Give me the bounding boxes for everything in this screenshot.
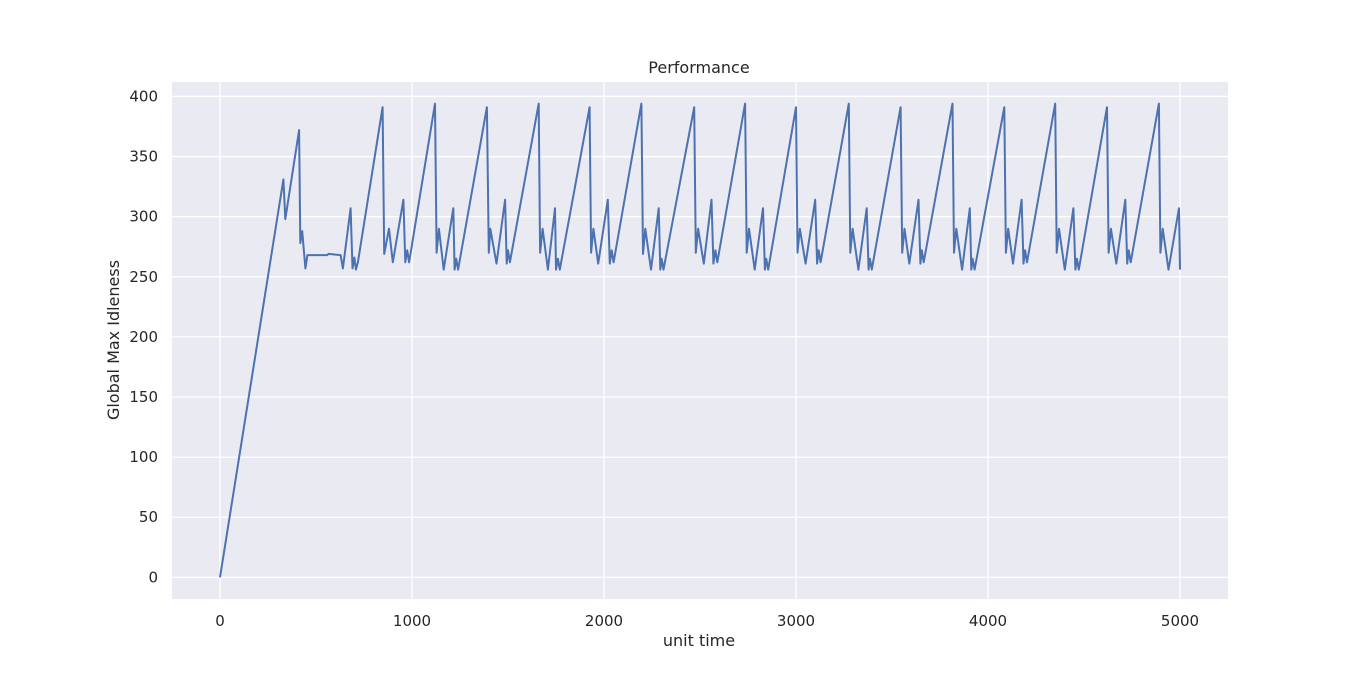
- y-tick-label: 0: [148, 568, 158, 586]
- y-tick-label: 200: [129, 328, 158, 346]
- y-axis-label: Global Max Idleness: [104, 260, 123, 420]
- y-tick-label: 150: [129, 388, 158, 406]
- y-tick-label: 350: [129, 148, 158, 166]
- series-line: [219, 102, 1181, 578]
- x-axis-label: unit time: [663, 631, 735, 650]
- x-tick-label: 1000: [393, 612, 431, 630]
- plot-area: [172, 82, 1228, 599]
- x-tick-label: 3000: [777, 612, 815, 630]
- y-tick-label: 250: [129, 268, 158, 286]
- y-tick-label: 100: [129, 448, 158, 466]
- x-tick-label: 2000: [585, 612, 623, 630]
- chart-title: Performance: [648, 58, 749, 77]
- x-tick-label: 5000: [1161, 612, 1199, 630]
- y-axis-ticks: 0 50 100 150 200 250 300 350 400: [129, 87, 158, 586]
- x-tick-label: 4000: [969, 612, 1007, 630]
- y-tick-label: 300: [129, 208, 158, 226]
- x-axis-ticks: 0 1000 2000 3000 4000 5000: [215, 612, 1199, 630]
- y-tick-label: 50: [139, 508, 158, 526]
- grid-lines: [172, 82, 1228, 599]
- y-tick-label: 400: [129, 87, 158, 105]
- x-tick-label: 0: [215, 612, 225, 630]
